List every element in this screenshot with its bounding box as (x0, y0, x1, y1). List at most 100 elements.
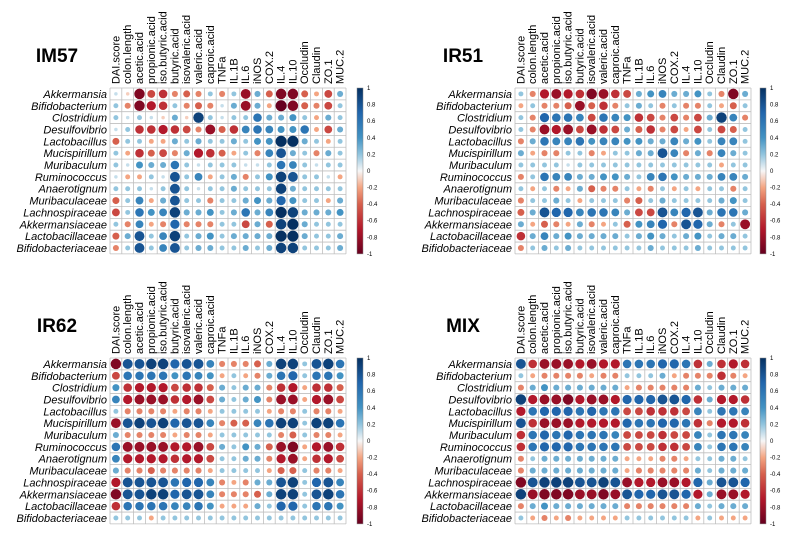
correlation-dot (539, 358, 550, 369)
correlation-dot (730, 245, 736, 251)
correlation-dot (577, 162, 583, 168)
correlation-dot (241, 208, 250, 217)
correlation-dot (275, 171, 287, 183)
correlation-dot (218, 125, 226, 133)
correlation-dot (170, 160, 180, 170)
correlation-dot (728, 359, 738, 369)
correlation-dot (742, 173, 749, 180)
column-label: COX.2 (669, 51, 681, 84)
correlation-dot (553, 455, 560, 462)
correlation-dot (206, 454, 215, 463)
row-label: Mucispirillum (43, 418, 107, 430)
correlation-dot (183, 221, 190, 228)
correlation-dot (719, 515, 724, 521)
correlation-dot (694, 244, 701, 252)
correlation-dot (219, 174, 225, 180)
correlation-dot (623, 220, 631, 228)
correlation-dot (193, 454, 204, 464)
correlation-dot (254, 90, 261, 97)
correlation-dot (195, 209, 202, 216)
correlation-dot (326, 175, 331, 179)
correlation-dot (576, 221, 583, 228)
correlation-dot (276, 454, 286, 464)
colorbar-tick-label: -1 (367, 522, 373, 528)
correlation-dot (728, 418, 738, 428)
correlation-dot (670, 137, 679, 146)
panel-title: IM57 (36, 46, 78, 67)
correlation-dot (541, 467, 548, 474)
correlation-dot (635, 137, 643, 145)
correlation-dot (658, 172, 667, 182)
correlation-dot (693, 113, 702, 122)
correlation-dot (169, 171, 180, 182)
correlation-dot (183, 209, 190, 216)
correlation-dot (207, 408, 213, 414)
correlation-dot (610, 477, 621, 488)
correlation-dot (231, 456, 237, 462)
correlation-dot (312, 383, 321, 392)
correlation-dot (160, 431, 167, 439)
correlation-dot (112, 244, 119, 252)
correlation-dot (110, 489, 122, 500)
correlation-dot (137, 186, 142, 192)
correlation-dot (683, 138, 690, 145)
correlation-dot (207, 91, 213, 97)
correlation-dot (598, 359, 609, 369)
correlation-dot (288, 501, 298, 511)
correlation-dot (706, 173, 713, 180)
correlation-dot (624, 209, 631, 216)
correlation-dot (599, 442, 608, 452)
correlation-dot (336, 395, 345, 404)
correlation-dot (528, 394, 538, 405)
correlation-dot (254, 102, 261, 109)
correlation-dot (276, 371, 286, 381)
correlation-dot (112, 431, 119, 439)
correlation-dot (683, 198, 689, 204)
colorbar-tick-label: -1 (367, 252, 373, 258)
correlation-dot (276, 441, 287, 452)
correlation-dot (325, 209, 332, 216)
correlation-dot (551, 418, 562, 429)
correlation-dot (683, 456, 689, 462)
correlation-dot (112, 197, 120, 205)
correlation-dot (528, 407, 537, 416)
correlation-dot (255, 468, 260, 474)
correlation-dot (160, 161, 167, 169)
colorbar-tick-label: -0.6 (367, 219, 378, 225)
correlation-dot (312, 501, 321, 511)
column-label: COX.2 (669, 321, 681, 354)
correlation-dot (134, 243, 145, 253)
correlation-dot (277, 467, 285, 475)
correlation-dot (517, 197, 524, 204)
column-label: colon.length (122, 295, 134, 354)
correlation-dot (693, 477, 703, 488)
correlation-dot (219, 408, 225, 414)
row-label: Ruminococcus (440, 172, 513, 184)
correlation-dot (576, 455, 583, 462)
correlation-dot (669, 394, 680, 405)
correlation-dot (634, 431, 643, 439)
correlation-dot (647, 138, 654, 145)
correlation-dot (611, 407, 620, 416)
correlation-dot (611, 208, 620, 217)
colorbar-gradient (759, 357, 767, 525)
correlation-dot (302, 361, 308, 367)
correlation-dot (528, 442, 537, 452)
correlation-dot (551, 88, 562, 99)
correlation-dot (670, 113, 679, 122)
correlation-dot (647, 232, 655, 240)
correlation-dot (325, 408, 332, 415)
correlation-dot (125, 163, 130, 167)
correlation-dot (182, 477, 192, 488)
correlation-dot (113, 162, 119, 168)
correlation-dot (337, 103, 343, 109)
correlation-dot (314, 245, 319, 251)
correlation-dot (634, 477, 644, 488)
correlation-dot (681, 489, 691, 499)
correlation-dot (137, 138, 142, 144)
correlation-dot (612, 198, 618, 204)
column-label: caproic.acid (205, 295, 217, 354)
colorbar-tick-label: 0.8 (770, 103, 779, 109)
correlation-dot (148, 198, 154, 204)
correlation-dot (659, 384, 666, 391)
